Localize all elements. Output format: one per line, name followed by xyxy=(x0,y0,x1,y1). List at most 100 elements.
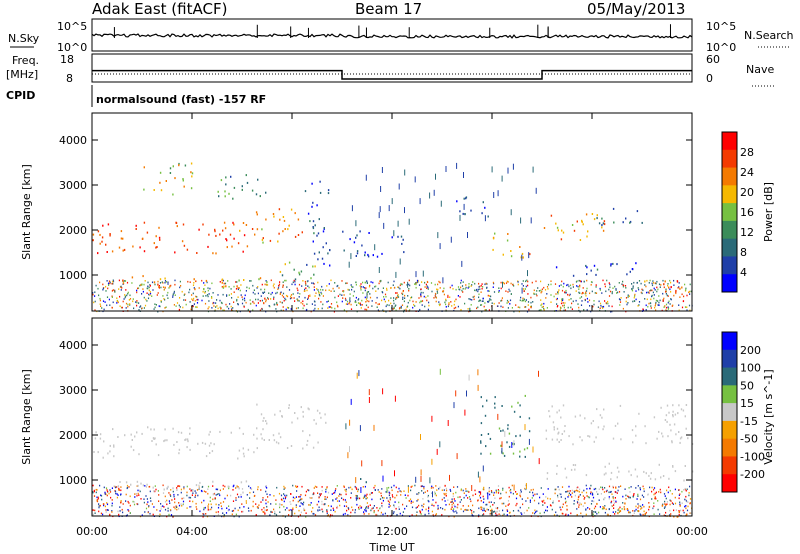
scatter-cell xyxy=(428,301,430,304)
scatter-cell xyxy=(654,497,656,500)
scatter-cell xyxy=(249,280,251,282)
scatter-cell xyxy=(334,307,336,310)
scatter-cell xyxy=(315,422,317,425)
scatter-cell xyxy=(479,299,481,302)
scatter-cell xyxy=(342,297,344,299)
scatter-cell xyxy=(452,288,454,290)
scatter-cell xyxy=(196,508,198,510)
scatter-cell xyxy=(125,302,128,305)
scatter-cell xyxy=(324,503,326,506)
scatter-cell xyxy=(552,501,554,504)
scatter-cell xyxy=(685,427,687,430)
scatter-cell xyxy=(194,300,196,302)
scatter-cell xyxy=(619,301,622,303)
scatter-cell xyxy=(357,490,359,493)
scatter-cell xyxy=(99,297,101,300)
scatter-cell xyxy=(377,509,379,512)
scatter-cell xyxy=(369,493,371,496)
scatter-cell xyxy=(569,284,572,287)
scatter-cell xyxy=(362,286,364,288)
scatter-cell xyxy=(480,506,482,509)
scatter-cell xyxy=(571,492,573,494)
scatter-cell xyxy=(278,503,281,506)
scatter-cell xyxy=(564,501,567,504)
scatter-cell xyxy=(160,189,163,192)
scatter-cell xyxy=(149,291,151,293)
scatter-cell xyxy=(230,494,232,497)
scatter-cell xyxy=(113,485,115,488)
scatter-cell xyxy=(650,472,652,475)
scatter-cell xyxy=(123,248,126,251)
scatter-cell xyxy=(385,295,387,298)
scatter-cell xyxy=(238,487,240,490)
scatter-cell xyxy=(611,505,613,507)
scatter-cell xyxy=(402,503,404,506)
scatter-cell xyxy=(453,511,455,513)
scatter-cell xyxy=(563,304,565,307)
scatter-cell xyxy=(301,503,303,505)
scatter-cell xyxy=(321,489,323,492)
scatter-cell xyxy=(237,242,240,245)
scatter-cell xyxy=(305,490,307,493)
scatter-cell xyxy=(177,431,180,434)
scatter-cell xyxy=(618,298,621,300)
scatter-cell xyxy=(398,307,401,310)
scatter-cell xyxy=(257,298,259,301)
scatter-cell xyxy=(226,246,228,249)
scatter-cell xyxy=(525,500,527,502)
scatter-cell xyxy=(235,497,237,499)
scatter-cell xyxy=(523,288,525,290)
scatter-cell xyxy=(427,295,429,297)
scatter-cell xyxy=(668,477,670,480)
scatter-cell xyxy=(494,497,496,499)
scatter-cell xyxy=(659,488,661,491)
scatter-cell xyxy=(300,301,302,304)
scatter-cell xyxy=(581,219,583,222)
scatter-cell xyxy=(571,302,573,305)
scatter-cell xyxy=(288,261,291,264)
scatter-cell xyxy=(309,220,311,223)
scatter-cell xyxy=(148,286,150,289)
scatter-cell xyxy=(192,490,194,493)
scatter-cell xyxy=(438,280,440,283)
scatter-cell xyxy=(625,297,628,299)
scatter-cell xyxy=(392,512,395,515)
scatter-cell xyxy=(615,500,617,503)
scatter-cell xyxy=(668,300,670,303)
scatter-cell xyxy=(307,407,309,410)
scatter-cell xyxy=(564,467,566,470)
scatter-cell xyxy=(203,490,205,493)
scatter-cell xyxy=(170,514,173,516)
scatter-cell xyxy=(558,493,561,495)
scatter-cell xyxy=(529,253,531,256)
scatter-cell xyxy=(669,279,671,282)
scatter-cell xyxy=(147,511,149,514)
scatter-cell xyxy=(457,503,459,506)
scatter-cell xyxy=(474,493,477,495)
scatter-cell xyxy=(433,297,435,299)
scatter-cell xyxy=(480,440,482,443)
scatter-cell xyxy=(269,494,271,496)
scatter-cell xyxy=(243,234,246,237)
scatter-cell xyxy=(568,494,570,497)
scatter-cell xyxy=(345,282,347,285)
scatter-cell xyxy=(437,288,439,291)
scatter-cell xyxy=(334,282,336,284)
scatter-cell xyxy=(654,496,656,498)
scatter-cell xyxy=(543,286,545,289)
scatter-cell xyxy=(265,191,267,194)
scatter-cell xyxy=(184,164,187,167)
scatter-cell xyxy=(353,290,355,293)
scatter-cell xyxy=(399,258,401,265)
scatter-cell xyxy=(482,300,484,302)
scatter-cell xyxy=(579,414,581,417)
scatter-cell xyxy=(387,499,389,502)
scatter-cell xyxy=(283,219,286,222)
scatter-cell xyxy=(665,414,668,417)
scatter-cell xyxy=(95,488,97,491)
scatter-cell xyxy=(183,497,185,499)
scatter-cell xyxy=(386,487,388,494)
scatter-cell xyxy=(290,509,292,511)
scatter-cell xyxy=(252,291,254,294)
scatter-cell xyxy=(491,166,493,173)
